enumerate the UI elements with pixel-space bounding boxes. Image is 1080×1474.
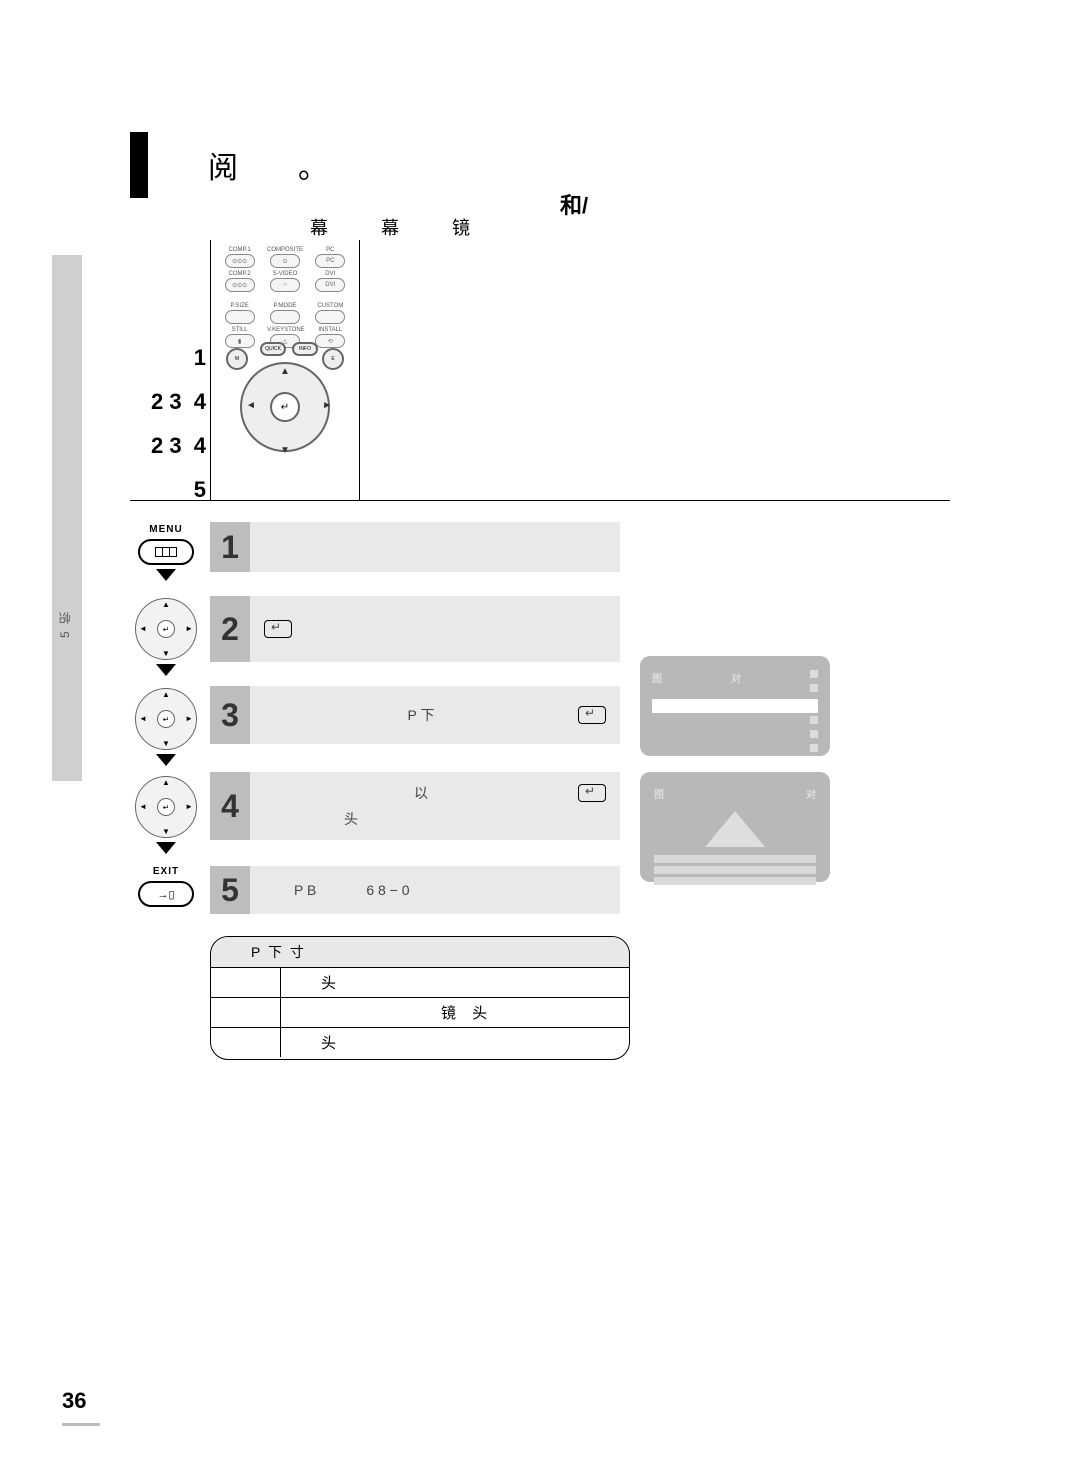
down-caret-icon <box>156 569 176 581</box>
remote-enter-button: ↵ <box>270 392 300 422</box>
exit-button-icon: →▯ <box>138 881 194 907</box>
step-5-body: P B 6 8 − 0 <box>250 866 620 914</box>
dpad-icon: ↵ ▲▼◄► <box>135 776 197 838</box>
page: 阅 。 和/ 幕 幕 镜 5 帜 1 2 3 4 2 3 4 5 COMP.1⊙… <box>0 0 1080 1474</box>
title-suffix: 和/ <box>560 188 588 220</box>
step-4-sub: 头 <box>344 809 358 829</box>
step-5-number: 5 <box>210 866 250 914</box>
step-5: 5 P B 6 8 − 0 <box>210 866 620 914</box>
osd-preview-1: 图对 <box>640 656 830 756</box>
page-number-rule <box>62 1423 100 1426</box>
remote-pc-button: PC <box>315 254 345 268</box>
menu-label: MENU <box>149 524 182 535</box>
remote-dpad: M QUICK INFO E ▲ ▼ ◄ ► ↵ <box>230 352 340 462</box>
step1-icon-col: MENU <box>130 524 202 581</box>
remote-info-button: INFO <box>292 342 318 356</box>
remote-dvi-button: DVI <box>315 278 345 292</box>
keystone-icon <box>705 807 765 847</box>
remote-composite-button: ⊙ <box>270 254 300 268</box>
step-callout-numbers: 1 2 3 4 2 3 4 5 <box>130 336 206 512</box>
remote-install-button: ⟲ <box>315 334 345 348</box>
info-cell-2a <box>211 998 281 1027</box>
remote-custom-button <box>315 310 345 324</box>
step-3-number: 3 <box>210 686 250 744</box>
down-caret-icon <box>156 842 176 854</box>
down-caret-icon <box>156 754 176 766</box>
info-table-head: P 下 寸 <box>211 937 629 967</box>
step4-icon-col: ↵ ▲▼◄► <box>130 776 202 854</box>
enter-key-icon <box>264 620 292 638</box>
menu-button-icon <box>138 539 194 565</box>
step-2: 2 <box>210 596 620 662</box>
step-1: 1 <box>210 522 620 572</box>
title-icon-char: 阅 <box>208 143 238 187</box>
info-cell-2b: 镜 头 <box>281 998 629 1027</box>
osd-preview-2: 图对 <box>640 772 830 882</box>
side-tab <box>52 255 82 781</box>
info-table: P 下 寸 头 镜 头 头 <box>210 936 630 1060</box>
step5-icon-col: EXIT →▯ <box>130 866 202 907</box>
separator-rule <box>130 500 950 501</box>
step-4-number: 4 <box>210 772 250 840</box>
remote-comp1-button: ⊙⊙⊙ <box>225 254 255 268</box>
step-3-body: P 下 <box>250 686 620 744</box>
step-1-body <box>250 522 620 572</box>
info-cell-1b: 头 <box>281 968 629 997</box>
step-3: 3 P 下 <box>210 686 620 744</box>
step3-icon-col: ↵ ▲▼◄► <box>130 688 202 766</box>
remote-pmode-button <box>270 310 300 324</box>
step-2-number: 2 <box>210 596 250 662</box>
subtitle: 幕 幕 镜 <box>310 214 494 240</box>
remote-psize-button <box>225 310 255 324</box>
info-cell-3a <box>211 1028 281 1057</box>
step-4-body: 以 头 <box>250 772 620 840</box>
page-number: 36 <box>62 1388 86 1414</box>
remote-quick-button: QUICK <box>260 342 286 356</box>
remote-comp2-button: ⊙⊙⊙ <box>225 278 255 292</box>
step-2-body <box>250 596 620 662</box>
step-5-text-a: P B <box>294 882 316 898</box>
callout-row-a: 2 3 4 <box>130 380 206 424</box>
dpad-icon: ↵ ▲▼◄► <box>135 598 197 660</box>
title-accent-bar <box>130 132 148 198</box>
step-3-text: P 下 <box>408 705 435 725</box>
step-4: 4 以 头 <box>210 772 620 840</box>
info-cell-3b: 头 <box>281 1028 629 1057</box>
exit-label: EXIT <box>153 866 179 877</box>
side-tab-label: 5 帜 <box>56 610 73 638</box>
title-period: 。 <box>298 143 328 187</box>
remote-diagram: COMP.1⊙⊙⊙ COMPOSITE⊙ PCPC COMP.2⊙⊙⊙ S-VI… <box>210 240 360 500</box>
step-1-number: 1 <box>210 522 250 572</box>
remote-menu-corner: M <box>226 348 248 370</box>
remote-exit-corner: E <box>322 348 344 370</box>
step2-icon-col: ↵ ▲▼◄► <box>130 598 202 676</box>
title-bar: 阅 。 <box>130 130 890 200</box>
remote-still-button: ▮ <box>225 334 255 348</box>
info-cell-1a <box>211 968 281 997</box>
dpad-icon: ↵ ▲▼◄► <box>135 688 197 750</box>
down-caret-icon <box>156 664 176 676</box>
enter-key-icon <box>578 706 606 724</box>
callout-5: 5 <box>130 468 206 512</box>
callout-1: 1 <box>130 336 206 380</box>
callout-row-b: 2 3 4 <box>130 424 206 468</box>
step-4-text: 以 <box>414 783 428 803</box>
remote-svideo-button: ○ <box>270 278 300 292</box>
step-5-text-b: 6 8 − 0 <box>366 882 409 898</box>
enter-key-icon <box>578 784 606 802</box>
